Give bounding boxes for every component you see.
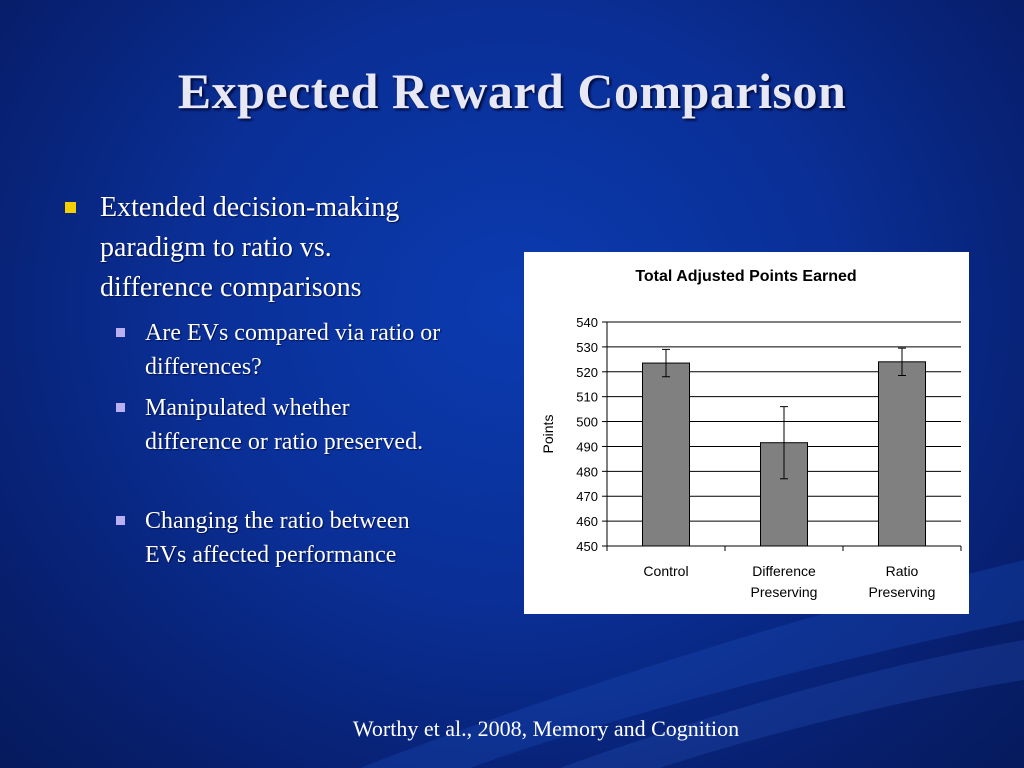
citation: Worthy et al., 2008, Memory and Cognitio… <box>352 716 740 741</box>
bar <box>878 361 926 547</box>
sub-bullet-3: Changing the ratio between EVs affected … <box>60 504 510 572</box>
sub-bullet-line: Are EVs compared via ratio or <box>145 320 441 346</box>
bar-chart: Total Adjusted Points Earned 540 530 520 510… <box>524 252 969 614</box>
y-tick-label: 470 <box>576 489 598 504</box>
sub-bullet-line: Manipulated whether <box>145 395 350 421</box>
bullet-marker <box>65 202 76 213</box>
sub-bullet-line: differences? <box>145 354 262 380</box>
y-tick-label: 460 <box>576 514 598 529</box>
slide-title: Expected Reward Comparison <box>177 63 847 119</box>
bullet-line: difference comparisons <box>100 272 362 303</box>
sub-bullet-1: Are EVs compared via ratio or difference… <box>60 316 510 384</box>
sub-bullet-2: Manipulated whether difference or ratio … <box>60 391 510 459</box>
sub-bullet-line: EVs affected performance <box>145 542 397 568</box>
sub-bullet-marker <box>116 328 125 337</box>
y-tick-label: 520 <box>576 365 598 380</box>
y-tick-label: 450 <box>576 539 598 554</box>
y-tick-label: 540 <box>576 315 598 330</box>
x-category-label: Ratio <box>886 563 919 579</box>
chart-canvas: Total Adjusted Points Earned 540 530 520 510… <box>540 268 962 600</box>
y-tick-label: 510 <box>576 390 598 405</box>
y-tick-label: 490 <box>576 439 598 454</box>
x-category-label: Preserving <box>869 584 936 600</box>
sub-bullet-line: Changing the ratio between <box>145 508 410 534</box>
y-tick-label: 530 <box>576 340 598 355</box>
bullet-main: Extended decision-making paradigm to rat… <box>60 188 510 308</box>
y-axis-label: Points <box>540 415 556 454</box>
y-tick-label: 480 <box>576 464 598 479</box>
x-category-label: Preserving <box>751 584 818 600</box>
sub-bullet-list: Are EVs compared via ratio or difference… <box>60 316 510 572</box>
bullet-list: Extended decision-making paradigm to rat… <box>60 188 510 579</box>
chart-title: Total Adjusted Points Earned <box>635 268 856 285</box>
x-category-label: Control <box>643 563 688 579</box>
sub-bullet-marker <box>116 403 125 412</box>
sub-bullet-line: difference or ratio preserved. <box>145 429 424 455</box>
x-category-label: Difference <box>752 563 816 579</box>
bullet-line: Extended decision-making <box>100 192 400 223</box>
sub-bullet-marker <box>116 516 125 525</box>
bullet-line: paradigm to ratio vs. <box>100 232 332 263</box>
y-tick-label: 500 <box>576 415 598 430</box>
bar <box>642 362 690 547</box>
